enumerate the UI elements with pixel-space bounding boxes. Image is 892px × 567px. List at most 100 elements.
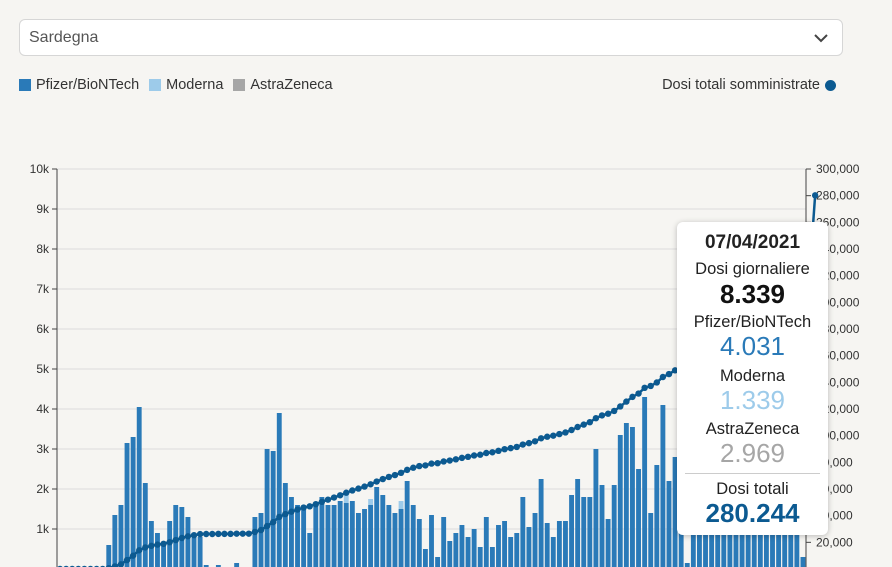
bar-pfizer (544, 523, 550, 567)
bar-pfizer (703, 505, 708, 567)
bar-pfizer (380, 495, 386, 567)
total-point (148, 542, 155, 549)
bar-pfizer (599, 485, 605, 567)
total-point (519, 441, 527, 448)
tooltip-az-value: 2.969 (719, 438, 786, 468)
tooltip: 07/04/2021 Dosi giornaliere 8.339 Pfizer… (677, 222, 828, 535)
left-axis-ticks: 10k 9k 8k 7k 6k 5k 4k 3k 2k 1k (30, 162, 58, 567)
left-tick-label: 8k (36, 242, 50, 256)
bar-pfizer (520, 497, 526, 567)
bar-pfizer (563, 521, 568, 567)
total-point (196, 530, 204, 538)
bar-pfizer (398, 509, 404, 567)
tooltip-date: 07/04/2021 (704, 232, 801, 253)
total-point (604, 410, 612, 417)
bar-pfizer (538, 479, 544, 567)
bar-pfizer (319, 497, 325, 567)
bar-pfizer (264, 449, 270, 567)
total-point (489, 449, 496, 456)
total-point (525, 439, 533, 447)
legend-label-pfizer: Pfizer/BioNTech (36, 77, 140, 93)
total-point (446, 457, 453, 464)
tooltip-total-label: Dosi totali (716, 480, 789, 498)
total-point (428, 460, 435, 467)
bar-pfizer (575, 479, 581, 567)
bar-pfizer (136, 407, 142, 567)
total-point (361, 483, 368, 490)
legend: Pfizer/BioNTech Moderna AstraZeneca (19, 77, 343, 93)
chevron-down-icon[interactable] (812, 29, 830, 47)
total-point (349, 487, 356, 494)
bar-pfizer (630, 427, 635, 567)
legend-item-moderna[interactable]: Moderna (149, 77, 223, 93)
total-point (306, 503, 313, 510)
total-point (282, 510, 289, 518)
bar-pfizer (471, 529, 477, 567)
total-point (178, 534, 186, 542)
legend-item-total[interactable]: Dosi totali somministrate (662, 77, 836, 93)
bar-pfizer (313, 505, 319, 567)
bar-pfizer (422, 549, 428, 567)
legend-item-astrazeneca[interactable]: AstraZeneca (233, 77, 333, 93)
bar-pfizer (282, 483, 288, 567)
tooltip-az-label: AstraZeneca (705, 420, 800, 438)
bar-pfizer (362, 509, 367, 567)
right-tick-label: 20,000 (816, 535, 853, 549)
total-point (452, 456, 460, 463)
bar-pfizer (270, 451, 276, 567)
total-point (665, 370, 673, 378)
legend-item-pfizer[interactable]: Pfizer/BioNTech (19, 77, 139, 93)
legend-label-total: Dosi totali somministrate (662, 77, 820, 93)
tooltip-separator (685, 473, 820, 474)
bar-pfizer (496, 525, 501, 567)
total-point (129, 552, 137, 559)
bar-pfizer (155, 533, 160, 567)
bar-pfizer (234, 563, 240, 567)
total-point (239, 530, 246, 537)
bar-pfizer (532, 513, 538, 567)
total-point (653, 379, 661, 386)
total-point (111, 563, 119, 567)
bar-pfizer (459, 525, 465, 567)
total-point (123, 556, 131, 564)
total-point (568, 426, 575, 434)
tooltip-pfizer-value: 4.031 (719, 331, 786, 361)
right-tick-label: 280,000 (816, 189, 860, 203)
total-point (659, 373, 667, 381)
total-point (483, 449, 490, 457)
total-point (245, 530, 253, 537)
bar-pfizer (295, 505, 300, 567)
total-point (513, 443, 520, 451)
total-point (592, 415, 600, 422)
bar-pfizer (666, 481, 672, 567)
total-point (202, 530, 210, 538)
bar-pfizer (605, 519, 611, 567)
total-point (209, 530, 216, 538)
tooltip-moderna-value: 1.339 (719, 385, 786, 415)
region-select[interactable]: Sardegna (19, 19, 843, 56)
bar-pfizer (343, 503, 349, 567)
region-select-value: Sardegna (29, 29, 99, 46)
total-point (379, 475, 386, 483)
total-point (410, 464, 417, 471)
bar-pfizer (648, 513, 654, 567)
left-tick-label: 2k (36, 482, 50, 496)
left-tick-label: 6k (36, 322, 50, 336)
bar-pfizer (593, 449, 599, 567)
left-tick-label: 7k (36, 282, 50, 296)
bar-pfizer (416, 519, 422, 567)
bar-pfizer (410, 505, 416, 567)
total-point (355, 485, 362, 492)
bar-pfizer (508, 537, 514, 567)
total-point (811, 192, 819, 199)
tooltip-daily-value: 8.339 (719, 279, 786, 309)
bar-pfizer (611, 485, 617, 567)
bar-pfizer (258, 513, 264, 567)
bar-pfizer (514, 533, 520, 567)
total-point (172, 536, 179, 544)
total-point (215, 530, 222, 538)
bar-pfizer (173, 505, 179, 567)
bar-pfizer (429, 515, 434, 567)
left-tick-label: 3k (36, 442, 50, 456)
bar-pfizer (447, 541, 453, 567)
